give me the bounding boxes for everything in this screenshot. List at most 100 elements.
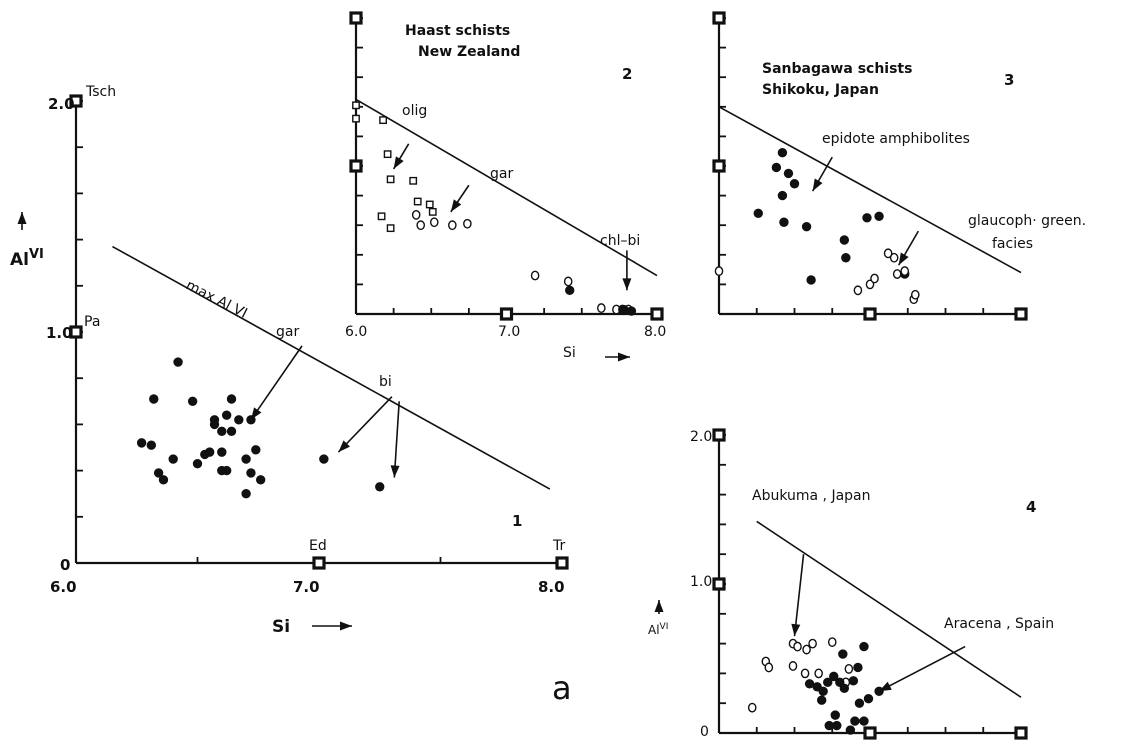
- p1-point-s0-9: [217, 426, 227, 437]
- p1-arrow-0: [250, 345, 303, 421]
- p1-endmember-ed: Ed: [309, 538, 327, 554]
- p3-point-s0-0: [777, 147, 788, 158]
- p1-xlabel-arrow-head: [340, 621, 352, 631]
- p1-point-s0-20: [153, 468, 164, 478]
- p1-arrow-1-head: [338, 440, 351, 453]
- p2-point-s0-4: [386, 175, 395, 184]
- p3-point-s1-7: [883, 248, 893, 259]
- p1-point-s0-2: [187, 396, 198, 406]
- p1-xtick-7: 7.0: [293, 578, 320, 596]
- p4-arrow-0-head: [791, 623, 801, 637]
- p4-ylabel: AlVI: [648, 622, 668, 637]
- p3-point-s0-12: [874, 211, 884, 222]
- panel-4-number: 4: [1026, 498, 1036, 516]
- p4-point-s0-2: [802, 644, 811, 655]
- p2-annotation-olig: olig: [402, 103, 427, 119]
- p3-point-s1-0: [714, 266, 724, 276]
- p4-point-s0-8: [844, 664, 854, 674]
- p1-point-s0-23: [217, 465, 227, 476]
- p3-point-s0-7: [779, 217, 789, 227]
- p2-cap-y2: [349, 11, 363, 25]
- p1-arrow-2: [393, 401, 400, 478]
- p4-arrow-0: [793, 554, 805, 637]
- p3-cap-y2: [712, 11, 726, 25]
- p2-point-s1-4: [416, 220, 426, 231]
- p3-cap-y1: [712, 159, 726, 173]
- p2-point-s2-1: [619, 304, 629, 315]
- p4-point-s1-20: [859, 716, 869, 726]
- p3-point-s1-2: [865, 279, 875, 290]
- p4-cap-x8: [1014, 726, 1028, 740]
- p3-title-line1: Sanbagawa schists: [762, 61, 912, 77]
- panel-3-number: 3: [1004, 71, 1014, 89]
- p3-point-s1-1: [853, 285, 863, 296]
- p2-point-s0-7: [425, 200, 434, 209]
- p3-cap-x7: [863, 307, 877, 321]
- p1-cap-y1: [69, 325, 83, 339]
- p1-arrow-1: [337, 396, 393, 453]
- p1-point-s0-7: [246, 415, 256, 425]
- p3-point-s0-9: [839, 235, 850, 245]
- p2-point-s1-0: [411, 209, 421, 220]
- p1-point-s0-27: [319, 454, 329, 464]
- p1-point-s0-21: [241, 454, 251, 464]
- p3-point-s1-5: [900, 266, 910, 276]
- p3-point-s0-2: [783, 168, 794, 179]
- p1-point-s0-24: [246, 468, 256, 478]
- p1-ytick-0: 0: [60, 556, 70, 574]
- p1-point-s0-10: [209, 415, 220, 425]
- p2-arrow-0-head: [393, 156, 404, 169]
- p4-ylabel-sup: VI: [660, 622, 669, 632]
- p3-title-line2: Shikoku, Japan: [762, 82, 879, 98]
- p1-point-s0-25: [255, 475, 266, 485]
- p1-xtick-6: 6.0: [50, 578, 77, 596]
- p3-point-s0-4: [777, 190, 788, 201]
- p4-point-s1-19: [845, 725, 856, 735]
- p1-xtick-8: 8.0: [538, 578, 565, 596]
- p2-point-s0-3: [383, 150, 392, 159]
- p3-cap-x8: [1014, 307, 1028, 321]
- p2-title-line1: Haast schists: [405, 23, 510, 39]
- p4-annotation-abukuma: Abukuma , Japan: [752, 488, 871, 504]
- p2-point-s0-9: [377, 212, 386, 221]
- p3-annotation-epidote: epidote amphibolites: [822, 131, 970, 147]
- p3-point-s0-1: [771, 162, 782, 173]
- p1-max-line: [112, 245, 551, 490]
- p4-point-s1-9: [818, 686, 828, 696]
- p2-annotation-gar: gar: [490, 166, 513, 182]
- p4-point-s0-1: [793, 641, 802, 652]
- p1-ylabel-arrow-head: [17, 212, 27, 224]
- p3-annotation-glauco-1: glaucoph· green.: [968, 213, 1086, 229]
- p1-point-s0-12: [226, 426, 237, 437]
- p4-point-s1-2: [823, 677, 833, 688]
- p4-max-line: [756, 520, 1022, 698]
- p2-cap-x8: [650, 307, 664, 321]
- p4-annotation-aracena: Aracena , Spain: [944, 616, 1054, 632]
- p2-point-s1-1: [429, 217, 439, 228]
- p2-title-line2: New Zealand: [418, 44, 520, 60]
- p4-point-s0-6: [814, 668, 823, 679]
- p2-point-s1-3: [463, 218, 472, 229]
- p1-point-s0-3: [226, 394, 237, 404]
- p2-point-s2-2: [626, 306, 637, 316]
- p2-xtick-8: 8.0: [644, 324, 666, 340]
- p3-max-line: [718, 106, 1022, 274]
- p1-point-s0-26: [241, 489, 251, 499]
- p2-point-s0-8: [428, 207, 437, 216]
- p4-point-s1-8: [829, 671, 839, 682]
- p1-arrow-2-head: [390, 465, 400, 478]
- p4-ytick-2: 2.0: [690, 429, 712, 445]
- p1-point-s0-5: [146, 440, 157, 450]
- p3-annotation-glauco-2: facies: [992, 236, 1033, 252]
- p1-cap-x8: [555, 556, 569, 570]
- panel-1-number: 1: [512, 512, 522, 530]
- p1-ytick-1: 1.0: [46, 324, 73, 342]
- p2-point-s2-0: [565, 285, 575, 296]
- p4-point-s1-4: [848, 676, 859, 686]
- p1-point-s0-4: [136, 438, 147, 448]
- p2-xlabel: Si: [563, 345, 576, 361]
- p1-cap-y2: [69, 94, 83, 108]
- p2-point-s1-6: [563, 276, 573, 287]
- p4-ytick-1: 1.0: [690, 574, 712, 590]
- p4-point-s1-18: [824, 720, 834, 731]
